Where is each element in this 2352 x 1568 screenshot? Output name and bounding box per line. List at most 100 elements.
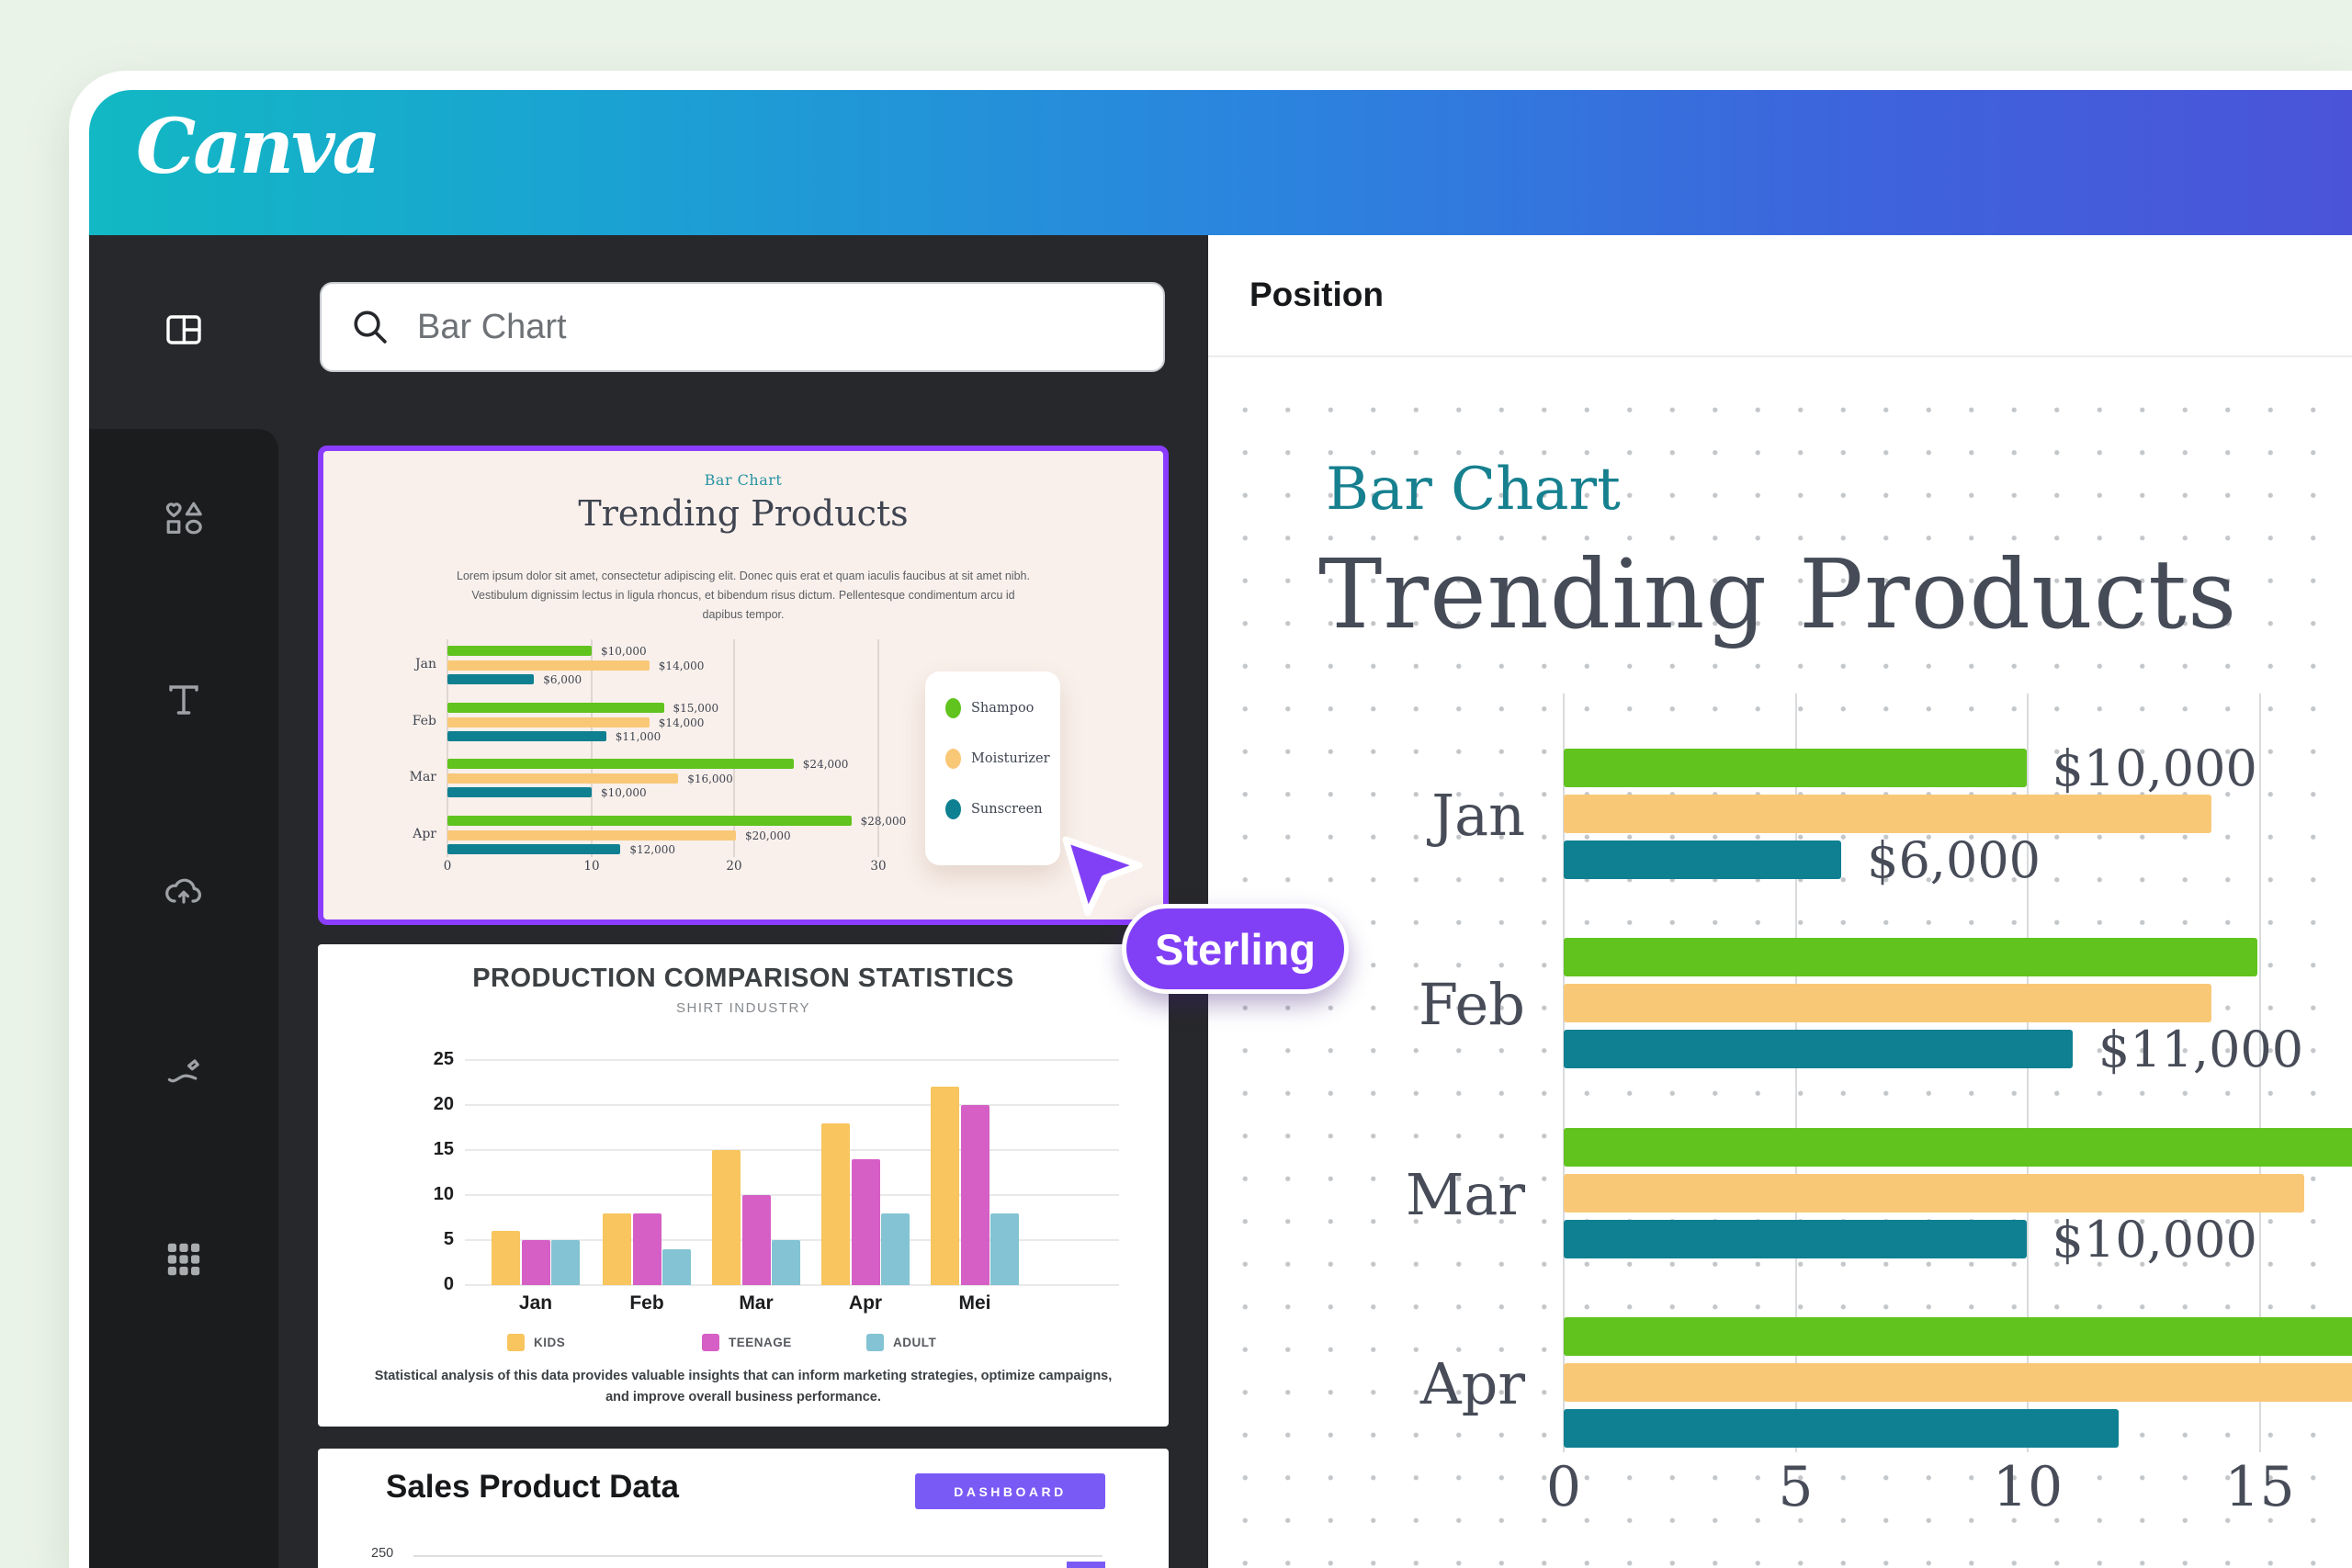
bar-value-label: $10,000: [2052, 1211, 2257, 1269]
bar-shampoo-apr[interactable]: [1564, 1317, 2352, 1356]
bar-adult-feb: [662, 1248, 691, 1285]
legend-swatch-adult: [866, 1334, 884, 1351]
tool-rail-lower: [89, 429, 278, 1568]
sidebar-tool-elements[interactable]: [156, 490, 211, 545]
axis-tick-10: 10: [583, 859, 600, 874]
bar-moisturizer-feb[interactable]: [1564, 984, 2211, 1022]
bar-adult-mar: [772, 1240, 800, 1285]
template-chart-legend: Shampoo Moisturizer Sunscreen: [925, 671, 1060, 865]
canvas-header-divider: [1208, 355, 2352, 357]
sidebar-tool-text[interactable]: [156, 672, 211, 728]
template-title: Sales Product Data: [386, 1469, 679, 1505]
bar-value-label: $10,000: [601, 786, 647, 799]
search-input[interactable]: Bar Chart: [320, 282, 1165, 372]
sidebar-tool-apps[interactable]: [156, 1232, 211, 1287]
template-card-trending-products[interactable]: Bar Chart Trending Products Lorem ipsum …: [318, 446, 1169, 925]
category-label-mei: Mei: [958, 1292, 991, 1314]
bar-sunscreen-apr[interactable]: [1564, 1409, 2120, 1448]
chart-gridline: [447, 639, 448, 857]
sidebar-tool-draw[interactable]: [156, 1044, 211, 1100]
category-label-apr: Apr: [413, 827, 436, 841]
bar-value-label: $14,000: [658, 716, 705, 729]
bar-sunscreen-feb[interactable]: [1564, 1030, 2073, 1068]
bar-moisturizer-mar[interactable]: [1564, 1174, 2304, 1213]
category-label-mar: Mar: [409, 770, 436, 784]
category-label-feb: Feb: [412, 714, 436, 728]
legend-label-sunscreen: Sunscreen: [971, 802, 1043, 817]
bar-value-label: $11,000: [2098, 1021, 2304, 1078]
canva-logo: Canva: [136, 103, 381, 191]
category-label-jan: Jan: [518, 1292, 553, 1314]
bar-kids-jan: [492, 1231, 520, 1285]
bar-kids-apr: [821, 1122, 850, 1285]
bar-value-label: $14,000: [658, 659, 705, 672]
bar-moisturizer-apr[interactable]: [1564, 1363, 2352, 1402]
axis-tick-10: 10: [1992, 1455, 2064, 1519]
legend-label-adult: ADULT: [893, 1336, 937, 1349]
design-canvas[interactable]: Position Bar Chart Trending Products Jan…: [1208, 235, 2352, 1568]
chart-gridline: [465, 1149, 1119, 1151]
category-label-mar: Mar: [1405, 1161, 1525, 1228]
bar-shampoo-mar: [447, 759, 794, 769]
bar-teenage-mar: [741, 1195, 771, 1285]
search-icon: [354, 310, 387, 344]
axis-tick-0: 0: [1545, 1455, 1582, 1519]
legend-swatch-kids: [507, 1334, 525, 1351]
y-axis-label-25: 25: [433, 1049, 454, 1069]
bar-shampoo-feb[interactable]: [1564, 938, 2258, 976]
bar-moisturizer-apr: [447, 829, 736, 840]
legend-swatch-moisturizer: [945, 749, 961, 769]
chart-gridline: [1563, 694, 1565, 1452]
template-subtitle: SHIRT INDUSTRY: [675, 1000, 811, 1016]
template-mini-bar-chart: Jan $10,000 $14,000 $6,000 Feb $15,000 $14,000…: [323, 451, 1163, 919]
bar-value-label: $6,000: [543, 673, 582, 686]
legend-label-shampoo: Shampoo: [971, 701, 1035, 716]
bar-teenage-mei: [960, 1105, 989, 1285]
template-column-chart: 25 20 15 10 5 0 Jan Feb Mar Apr Mei: [318, 944, 1169, 1427]
bar-value-label: $15,000: [673, 702, 719, 715]
bar-teenage-apr: [851, 1158, 880, 1285]
axis-tick-20: 20: [726, 859, 742, 874]
chart-gridline: [2258, 694, 2261, 1452]
bar-value-label: $28,000: [860, 815, 907, 828]
shapes-icon: [165, 502, 202, 535]
bar-sunscreen-mar[interactable]: [1564, 1220, 2027, 1258]
template-title: PRODUCTION COMPARISON STATISTICS: [472, 964, 1014, 993]
bar-value-label: $16,000: [687, 772, 733, 785]
template-footer-line2: and improve overall business performance…: [605, 1390, 881, 1404]
bar-sunscreen-jan[interactable]: [1564, 840, 1842, 879]
bar-value-label: $10,000: [601, 645, 647, 658]
chart-gridline: [465, 1284, 1119, 1286]
design-bar-chart[interactable]: Jan $10,000 $6,000 Feb $11,000 Mar $10,000 Apr 0…: [1208, 235, 2352, 1568]
bar-shampoo-mar[interactable]: [1564, 1128, 2352, 1167]
chart-gridline: [1794, 694, 1797, 1452]
chart-gridline: [2027, 694, 2029, 1452]
bar-value-label: $11,000: [615, 730, 662, 743]
y-axis-label-20: 20: [433, 1094, 454, 1114]
sidebar-tool-design[interactable]: [156, 302, 211, 357]
bar-kids-feb: [603, 1213, 631, 1285]
bar-adult-jan: [551, 1240, 580, 1285]
bar-sunscreen-feb: [447, 731, 606, 741]
app-header: [89, 90, 2352, 235]
bar-sunscreen-jan: [447, 674, 535, 684]
sidebar-tool-uploads[interactable]: [156, 864, 211, 919]
template-card-production-statistics[interactable]: PRODUCTION COMPARISON STATISTICS SHIRT I…: [318, 944, 1169, 1427]
design-subtitle-text[interactable]: Bar Chart: [1326, 456, 1621, 524]
axis-tick-0: 0: [443, 859, 452, 874]
bar-moisturizer-jan[interactable]: [1564, 795, 2211, 833]
y-axis-label-0: 0: [443, 1274, 454, 1294]
chart-gridline: [877, 639, 879, 857]
bar-moisturizer-jan: [447, 660, 650, 671]
bar-shampoo-jan[interactable]: [1564, 749, 2027, 787]
bar-sunscreen-mar: [447, 787, 592, 797]
axis-tick-30: 30: [870, 859, 887, 874]
design-title-text[interactable]: Trending Products: [1318, 538, 2238, 650]
text-icon: [169, 685, 198, 715]
y-axis-label-15: 15: [433, 1139, 454, 1159]
bar-shampoo-apr: [447, 816, 852, 826]
axis-tick-label: 250: [371, 1546, 394, 1561]
category-label-jan: Jan: [415, 657, 436, 671]
bar-moisturizer-mar: [447, 773, 679, 784]
template-card-sales-product-data[interactable]: Sales Product Data DASHBOARD 250: [318, 1449, 1169, 1568]
